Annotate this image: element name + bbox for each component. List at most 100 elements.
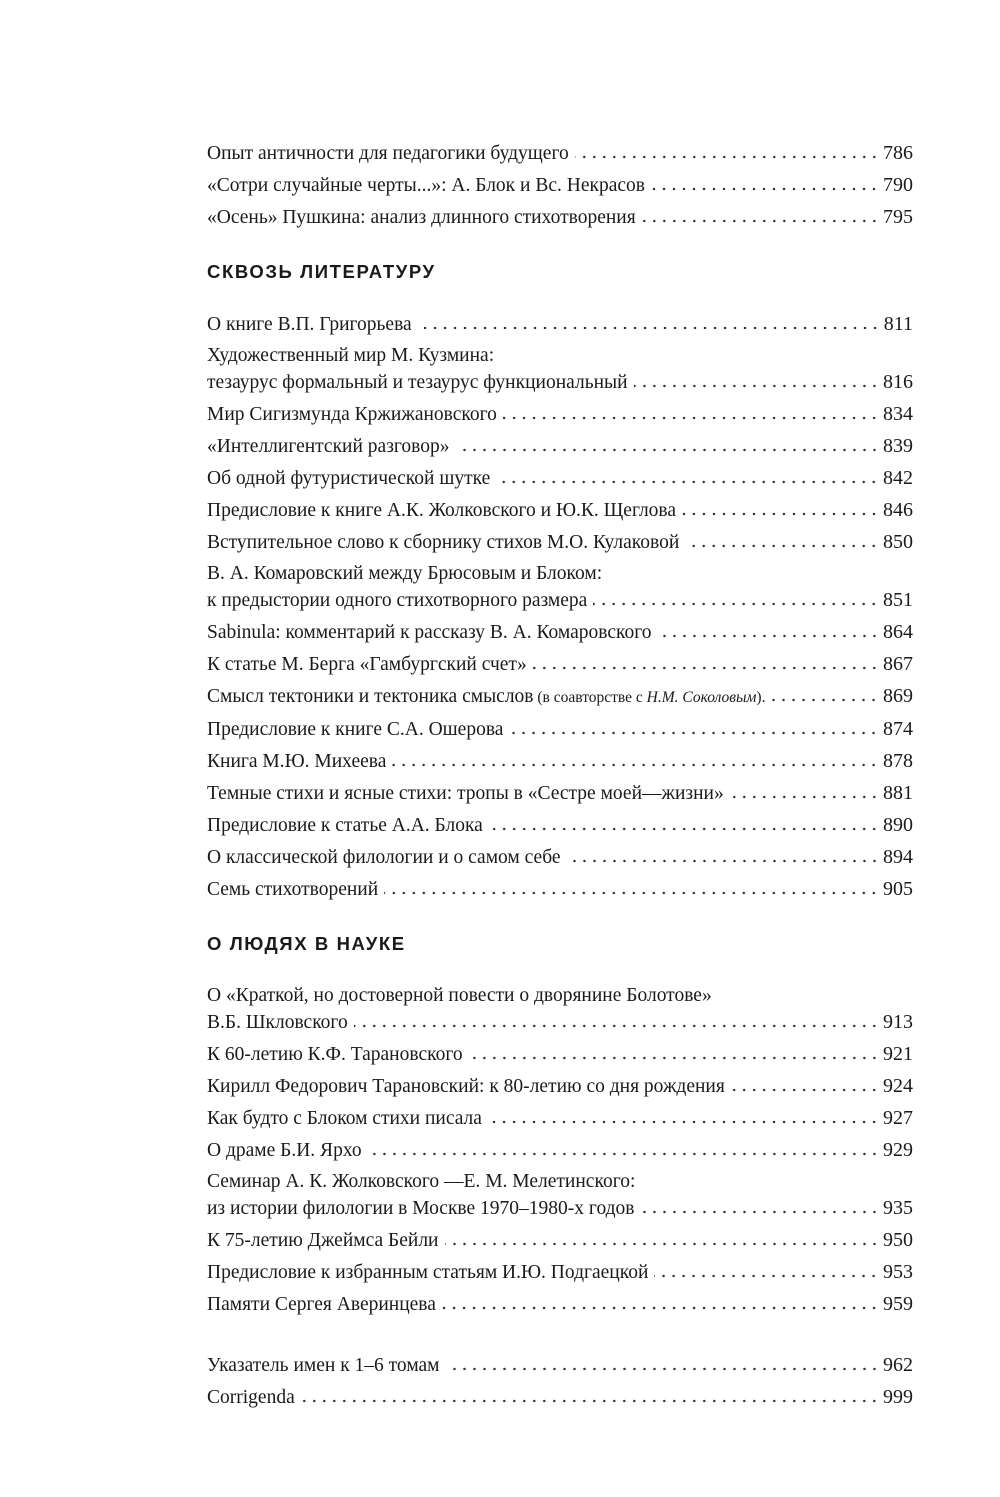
entry-title-text: О книге В.П. Григорьева <box>207 314 412 335</box>
toc-entry[interactable]: «Осень» Пушкина: анализ длинного стихотв… <box>207 204 913 231</box>
entry-title: В.Б. Шкловского <box>207 1010 348 1036</box>
toc-entry[interactable]: Corrigenda 999 <box>207 1384 913 1411</box>
entry-title-text: Памяти Сергея Аверинцева <box>207 1294 436 1315</box>
toc-entry[interactable]: Мир Сигизмунда Кржижановского 834 <box>207 401 913 428</box>
toc-entry[interactable]: «Сотри случайные черты...»: А. Блок и Вс… <box>207 172 913 199</box>
dot-leader <box>444 1242 879 1246</box>
entry-title: «Интеллигентский разговор» <box>207 434 450 460</box>
entry-title-text: В.Б. Шкловского <box>207 1012 348 1033</box>
page-number: 850 <box>883 531 913 553</box>
toc-entry[interactable]: О книге В.П. Григорьева 811 <box>207 311 913 338</box>
entry-last-line: Как будто с Блоком стихи писала 927 <box>207 1105 913 1132</box>
toc-entry[interactable]: Предисловие к статье А.А. Блока 890 <box>207 812 913 839</box>
toc-entry[interactable]: Семь стихотворений 905 <box>207 876 913 903</box>
toc-entry[interactable]: Кирилл Федорович Тарановский: к 80-летию… <box>207 1073 913 1100</box>
page-number: 950 <box>883 1229 913 1251</box>
toc-entry[interactable]: В. А. Комаровский между Брюсовым и Блоко… <box>207 561 913 614</box>
toc-entry[interactable]: Предисловие к книге С.А. Ошерова 874 <box>207 716 913 743</box>
toc-section: СКВОЗЬ ЛИТЕРАТУРУ О книге В.П. Григорьева… <box>207 259 913 903</box>
page-number: 935 <box>883 1197 913 1219</box>
entry-title-text: «Осень» Пушкина: анализ длинного стихотв… <box>207 207 636 228</box>
toc-entry[interactable]: Предисловие к книге А.К. Жолковского и Ю… <box>207 497 913 524</box>
dot-leader <box>487 1120 879 1124</box>
entry-title-line: О «Краткой, но достоверной повести о дво… <box>207 985 712 1006</box>
entry-last-line: Sabinula: комментарий к рассказу В. А. К… <box>207 619 913 646</box>
entry-title-line: Художественный мир М. Кузмина: <box>207 345 495 366</box>
toc-entry[interactable]: Предисловие к избранным статьям И.Ю. Под… <box>207 1259 913 1286</box>
page-number: 905 <box>883 878 913 900</box>
toc-entry[interactable]: Опыт античности для педагогики будущего 7… <box>207 140 913 167</box>
entry-last-line: «Сотри случайные черты...»: А. Блок и Вс… <box>207 172 913 199</box>
page-number: 811 <box>883 313 913 335</box>
entry-title: Об одной футуристической шутке <box>207 466 490 492</box>
toc-entry[interactable]: К 60-летию К.Ф. Тарановского 921 <box>207 1041 913 1068</box>
entry-last-line: Об одной футуристической шутке 842 <box>207 465 913 492</box>
page-number: 842 <box>883 467 913 489</box>
toc-entry[interactable]: Sabinula: комментарий к рассказу В. А. К… <box>207 619 913 646</box>
entry-title-text: Смысл тектоники и тектоника смыслов <box>207 686 534 707</box>
coauthor-note-text: (в соавторстве с <box>533 689 647 706</box>
entry-title: Как будто с Блоком стихи писала <box>207 1106 482 1132</box>
entry-title-text: Corrigenda <box>207 1387 295 1408</box>
entry-title: «Осень» Пушкина: анализ длинного стихотв… <box>207 205 636 231</box>
dot-leader <box>455 448 879 452</box>
entry-title-text: О драме Б.И. Ярхо <box>207 1140 362 1161</box>
entry-title-text: Предисловие к статье А.А. Блока <box>207 815 483 836</box>
page-number: 913 <box>883 1011 913 1033</box>
entry-title-text: Предисловие к книге С.А. Ошерова <box>207 719 504 740</box>
toc-entry[interactable]: Памяти Сергея Аверинцева 959 <box>207 1291 913 1318</box>
toc-entry[interactable]: Вступительное слово к сборнику стихов М.… <box>207 529 913 556</box>
entry-title-text: Книга М.Ю. Михеева <box>207 751 387 772</box>
page-number: 816 <box>883 371 913 393</box>
entry-title: О драме Б.И. Ярхо <box>207 1138 362 1164</box>
dot-leader <box>654 1274 879 1278</box>
section-heading: О ЛЮДЯХ В НАУКЕ <box>207 933 406 954</box>
dot-leader <box>392 763 879 767</box>
entry-last-line: Предисловие к избранным статьям И.Ю. Под… <box>207 1259 913 1286</box>
entry-title: Темные стихи и ясные стихи: тропы в «Сес… <box>207 781 724 807</box>
dot-leader <box>685 544 879 548</box>
toc-entry[interactable]: Художественный мир М. Кузмина: тезаурус ф… <box>207 343 913 396</box>
entry-title-text: Как будто с Блоком стихи писала <box>207 1108 482 1129</box>
page-number: 894 <box>883 846 913 868</box>
entry-last-line: В.Б. Шкловского 913 <box>207 1009 913 1036</box>
toc-entry[interactable]: О «Краткой, но достоверной повести о дво… <box>207 983 913 1036</box>
page-number: 959 <box>883 1293 913 1315</box>
entry-title: Предисловие к книге А.К. Жолковского и Ю… <box>207 498 676 524</box>
coauthor-name: Н.М. Соколовым <box>646 689 757 706</box>
toc-entry[interactable]: К статье М. Берга «Гамбургский счет» 867 <box>207 651 913 678</box>
entry-last-line: К статье М. Берга «Гамбургский счет» 867 <box>207 651 913 678</box>
dot-leader <box>509 731 879 735</box>
toc-entry[interactable]: О классической филологии и о самом себе 8… <box>207 844 913 871</box>
entry-title: Указатель имен к 1–6 томам <box>207 1353 440 1379</box>
toc-entry[interactable]: Указатель имен к 1–6 томам 962 <box>207 1352 913 1379</box>
entry-title-text: Предисловие к избранным статьям И.Ю. Под… <box>207 1262 649 1283</box>
coauthor-note-end: ). <box>756 689 766 706</box>
section-gap <box>207 1323 913 1352</box>
toc-section: Указатель имен к 1–6 томам 962 Corrigenda 9… <box>207 1323 913 1411</box>
toc-entry[interactable]: Семинар А. К. Жолковского —Е. М. Мелетин… <box>207 1169 913 1222</box>
entry-last-line: Указатель имен к 1–6 томам 962 <box>207 1352 913 1379</box>
toc-entry[interactable]: Как будто с Блоком стихи писала 927 <box>207 1105 913 1132</box>
toc-entry[interactable]: К 75-летию Джеймса Бейли 950 <box>207 1227 913 1254</box>
toc-entry[interactable]: О драме Б.И. Ярхо 929 <box>207 1137 913 1164</box>
toc-entry[interactable]: «Интеллигентский разговор» 839 <box>207 433 913 460</box>
toc-entry[interactable]: Смысл тектоники и тектоника смыслов (в с… <box>207 683 913 711</box>
dot-leader <box>384 891 879 895</box>
dot-leader <box>771 698 879 702</box>
toc-entry[interactable]: Книга М.Ю. Михеева 878 <box>207 748 913 775</box>
dot-leader <box>468 1056 879 1060</box>
entry-last-line: Опыт античности для педагогики будущего 7… <box>207 140 913 167</box>
entry-last-line: Памяти Сергея Аверинцева 959 <box>207 1291 913 1318</box>
entry-title-text: Кирилл Федорович Тарановский: к 80-летию… <box>207 1076 725 1097</box>
page-number: 962 <box>883 1354 913 1376</box>
page-number: 786 <box>883 142 913 164</box>
entry-title: из истории филологии в Москве 1970–1980-… <box>207 1196 635 1222</box>
entry-last-line: «Интеллигентский разговор» 839 <box>207 433 913 460</box>
entry-title-text: к предыстории одного стихотворного разме… <box>207 590 588 611</box>
toc-entry[interactable]: Об одной футуристической шутке 842 <box>207 465 913 492</box>
toc-entry[interactable]: Темные стихи и ясные стихи: тропы в «Сес… <box>207 780 913 807</box>
entry-title: Предисловие к статье А.А. Блока <box>207 813 483 839</box>
entry-title-text: О классической филологии и о самом себе <box>207 847 561 868</box>
entry-title-text: Мир Сигизмунда Кржижановского <box>207 404 497 425</box>
